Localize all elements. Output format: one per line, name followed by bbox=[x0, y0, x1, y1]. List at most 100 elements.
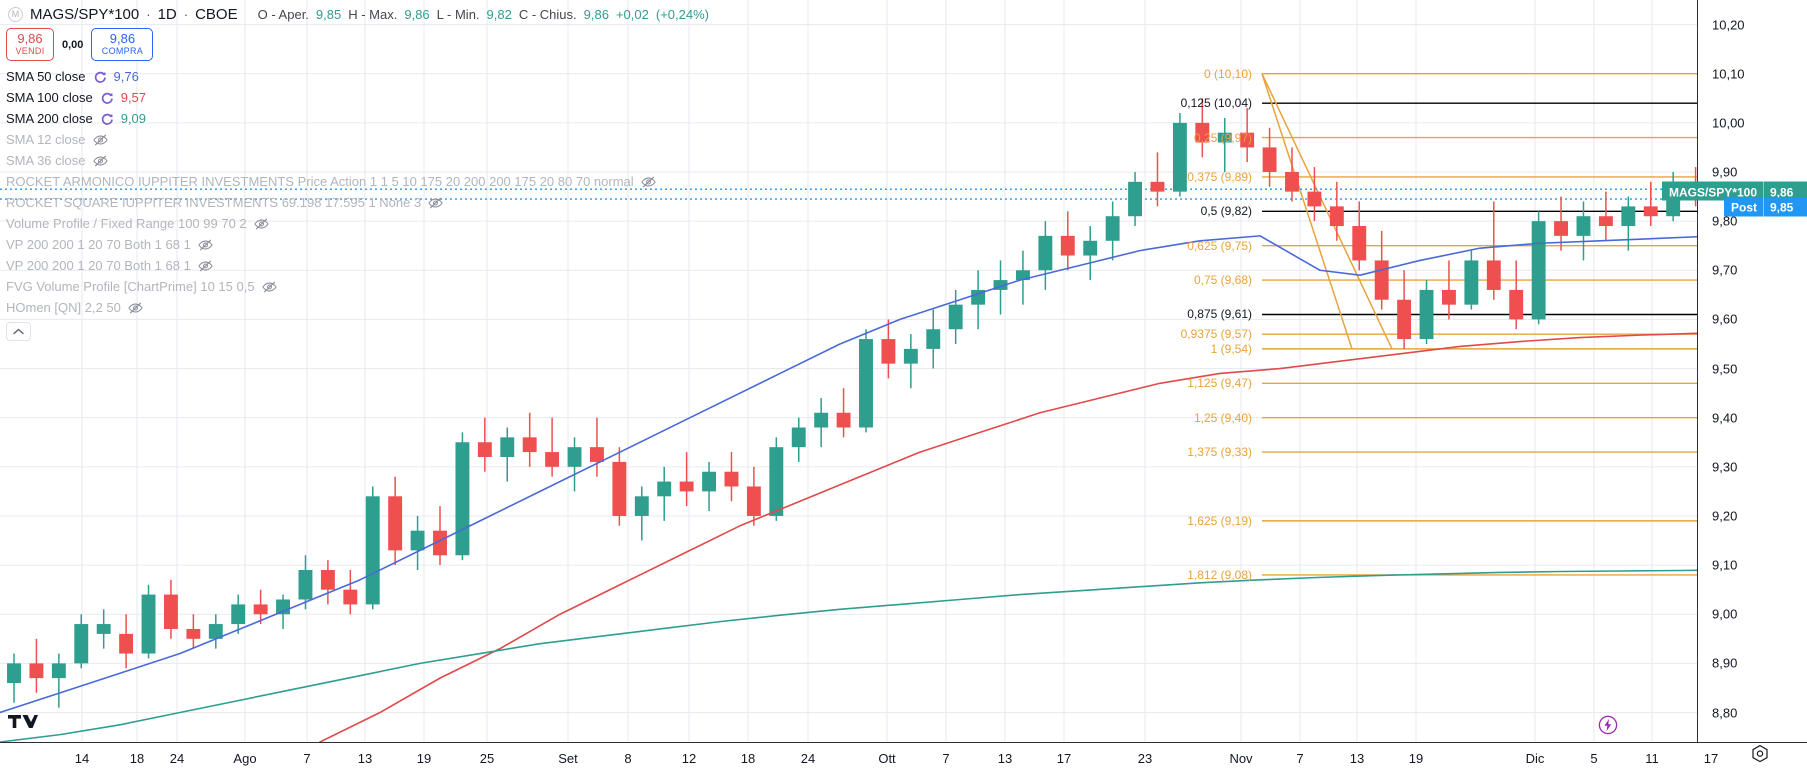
legend-item[interactable]: HOmen [QN] 2,2 50 bbox=[6, 297, 656, 318]
eye-off-icon-wrap[interactable] bbox=[253, 217, 269, 231]
eye-off-icon[interactable] bbox=[253, 217, 269, 231]
eye-off-icon-wrap[interactable] bbox=[198, 259, 213, 273]
candle-body bbox=[1150, 181, 1165, 192]
candle-body bbox=[1172, 122, 1187, 192]
candle-body bbox=[1128, 181, 1143, 217]
candle-body bbox=[791, 427, 806, 448]
legend-item[interactable]: Volume Profile / Fixed Range 100 99 70 2 bbox=[6, 213, 656, 234]
price-tag: MAGS/SPY*100 9,86 bbox=[1661, 181, 1807, 201]
time-axis-tick: 7 bbox=[1296, 751, 1304, 766]
legend-item[interactable]: ROCKET SQUARE IUPPITER INVESTMENTS 69.19… bbox=[6, 192, 656, 213]
gann-level-label: 0,5 (9,82) bbox=[1200, 204, 1252, 219]
sync-icon-wrap[interactable] bbox=[100, 112, 114, 126]
price-axis-tick: 9,00 bbox=[1712, 606, 1738, 622]
legend-item[interactable]: VP 200 200 1 20 70 Both 1 68 1 bbox=[6, 255, 656, 276]
legend-item[interactable]: SMA 200 close 9,09 bbox=[6, 108, 656, 129]
eye-off-icon[interactable] bbox=[198, 238, 213, 252]
gann-level-label: 0,625 (9,75) bbox=[1187, 238, 1252, 253]
eye-off-icon-wrap[interactable] bbox=[128, 301, 143, 315]
candle-body bbox=[567, 447, 582, 467]
legend-collapse-button[interactable] bbox=[6, 322, 31, 341]
legend-item[interactable]: SMA 50 close 9,76 bbox=[6, 66, 656, 87]
gann-level-label: 0,375 (9,89) bbox=[1187, 169, 1252, 184]
lightning-icon[interactable] bbox=[1598, 715, 1618, 740]
candle-body bbox=[1240, 132, 1255, 148]
legend-item[interactable]: VP 200 200 1 20 70 Both 1 68 1 bbox=[6, 234, 656, 255]
legend-item-title: ROCKET ARMONICO IUPPITER INVESTMENTS Pri… bbox=[6, 174, 634, 189]
candle-body bbox=[1285, 171, 1299, 192]
sync-icon[interactable] bbox=[100, 112, 114, 126]
eye-off-icon[interactable] bbox=[92, 154, 108, 168]
eye-off-icon[interactable] bbox=[640, 175, 656, 189]
time-axis[interactable]: 14 18 24 Ago 7 13 19 25 Set 8 12 18 24 Ott 7 13 17 23 Nov 7… bbox=[0, 742, 1807, 774]
close-label: C - Chius. bbox=[518, 7, 577, 22]
legend-item-title: VP 200 200 1 20 70 Both 1 68 1 bbox=[6, 258, 191, 273]
chart-settings-icon[interactable] bbox=[1749, 743, 1771, 770]
eye-off-icon-wrap[interactable] bbox=[92, 133, 108, 147]
candle-body bbox=[1464, 260, 1479, 305]
time-axis-tick: 18 bbox=[740, 751, 756, 766]
sell-price: 9,86 bbox=[17, 31, 43, 46]
eye-off-icon-wrap[interactable] bbox=[198, 238, 213, 252]
high-label: H - Max. bbox=[348, 7, 398, 22]
time-axis-tick: 24 bbox=[169, 751, 185, 766]
candle-body bbox=[1441, 289, 1456, 305]
candle-body bbox=[7, 663, 21, 684]
eye-off-icon-wrap[interactable] bbox=[261, 280, 277, 294]
eye-off-icon-wrap[interactable] bbox=[428, 196, 443, 210]
chart-plot-area[interactable]: 0 (10,10) 0,125 (10,04) 0,25 (9,97) 0,375 (… bbox=[0, 0, 1757, 742]
eye-off-icon-wrap[interactable] bbox=[92, 154, 108, 168]
open-label: O - Aper. bbox=[257, 7, 309, 22]
sync-icon[interactable] bbox=[93, 70, 107, 84]
gann-fan-line-2 bbox=[1261, 73, 1353, 350]
sell-label: VENDI bbox=[15, 46, 45, 56]
candle-body bbox=[119, 633, 134, 654]
legend-item[interactable]: SMA 12 close bbox=[6, 129, 656, 150]
chevron-up-icon bbox=[13, 328, 24, 335]
time-axis-tick: Ott bbox=[878, 751, 896, 766]
interval-label[interactable]: 1D bbox=[157, 6, 177, 23]
close-value: 9,86 bbox=[583, 7, 609, 22]
sync-icon[interactable] bbox=[100, 91, 114, 105]
symbol-title[interactable]: MAGS/SPY*100 bbox=[30, 6, 140, 23]
candle-body bbox=[1262, 147, 1277, 172]
eye-off-icon[interactable] bbox=[261, 280, 277, 294]
legend-item[interactable]: SMA 36 close bbox=[6, 150, 656, 171]
sync-icon-wrap[interactable] bbox=[100, 91, 114, 105]
candle-body bbox=[74, 624, 89, 664]
indicator-legend: SMA 50 close 9,76 SMA 100 close 9,57 SMA 200… bbox=[6, 66, 656, 341]
gann-level-label: 0,9375 (9,57) bbox=[1180, 327, 1252, 342]
gann-level-label: 0,875 (9,61) bbox=[1187, 307, 1252, 322]
legend-item-title: HOmen [QN] 2,2 50 bbox=[6, 300, 121, 315]
gann-level-label: 1,812 (9,08) bbox=[1187, 567, 1252, 582]
sma-100-line bbox=[319, 331, 1719, 742]
eye-off-icon[interactable] bbox=[92, 133, 108, 147]
tradingview-logo[interactable] bbox=[8, 713, 38, 738]
buy-button[interactable]: 9,86 COMPRA bbox=[91, 28, 154, 61]
price-axis[interactable]: 10,20 10,10 10,00 9,90 9,80 9,70 9,60 9,50 9,40 9… bbox=[1697, 0, 1807, 742]
candle-body bbox=[881, 339, 896, 364]
spread-value: 0,00 bbox=[62, 38, 84, 51]
sell-button[interactable]: 9,86 VENDI bbox=[6, 28, 54, 61]
candle-body bbox=[859, 339, 873, 428]
eye-off-icon[interactable] bbox=[198, 259, 213, 273]
legend-item[interactable]: FVG Volume Profile [ChartPrime] 10 15 0,… bbox=[6, 276, 656, 297]
eye-off-icon[interactable] bbox=[128, 301, 143, 315]
sync-icon-wrap[interactable] bbox=[93, 70, 107, 84]
legend-item[interactable]: ROCKET ARMONICO IUPPITER INVESTMENTS Pri… bbox=[6, 171, 656, 192]
candle-body bbox=[320, 570, 335, 590]
candle-body bbox=[903, 348, 918, 364]
price-axis-tick: 9,60 bbox=[1712, 311, 1738, 327]
legend-item[interactable]: SMA 100 close 9,57 bbox=[6, 87, 656, 108]
candle-body bbox=[1576, 216, 1591, 236]
buy-price: 9,86 bbox=[109, 31, 136, 46]
gann-level-label: 1,625 (9,19) bbox=[1187, 513, 1252, 528]
eye-off-icon-wrap[interactable] bbox=[640, 175, 656, 189]
circle-avatar-icon: M bbox=[8, 7, 23, 22]
legend-item-value: 9,57 bbox=[120, 90, 147, 105]
time-axis-tick: 25 bbox=[479, 751, 495, 766]
price-axis-tick: 10,00 bbox=[1712, 115, 1745, 131]
price-tag-name: MAGS/SPY*100 bbox=[1661, 181, 1763, 201]
candle-body bbox=[343, 589, 358, 605]
eye-off-icon[interactable] bbox=[428, 196, 443, 210]
